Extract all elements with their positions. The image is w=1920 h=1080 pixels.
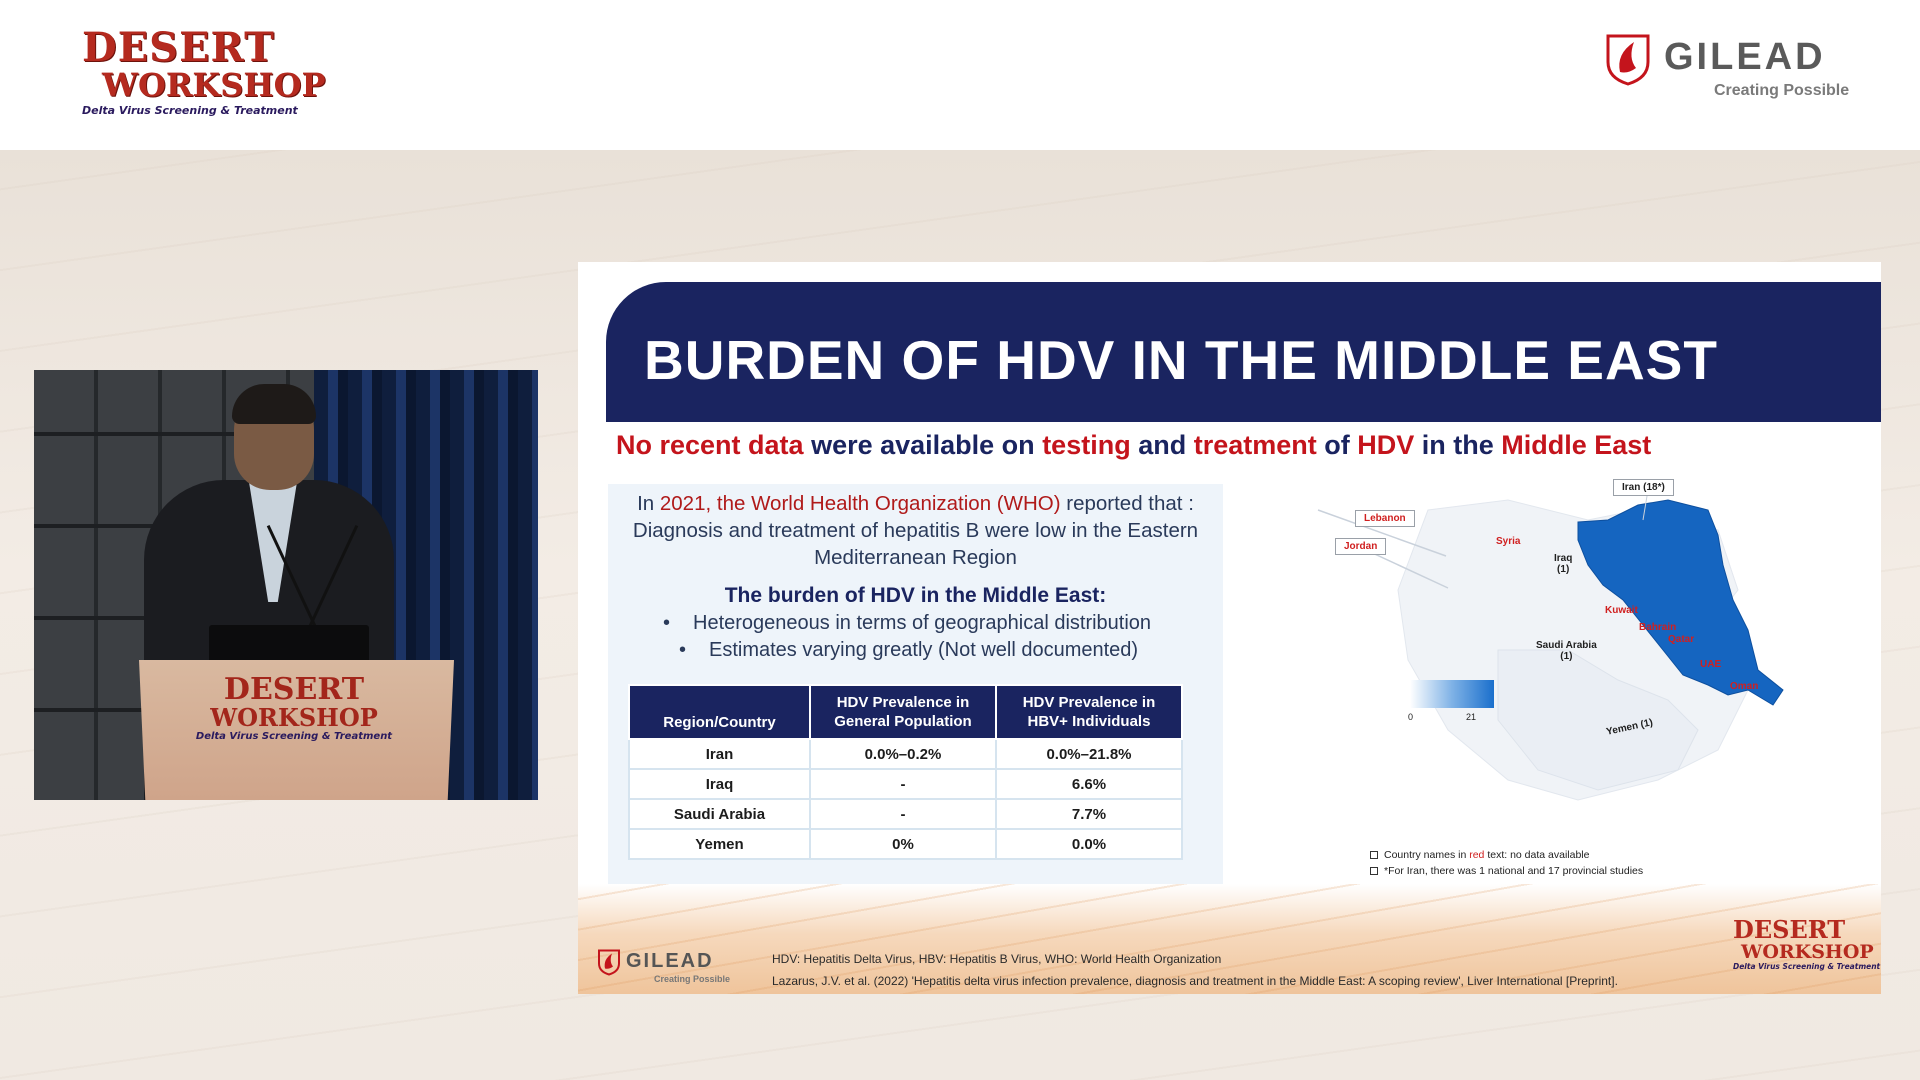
- map-shapes: [1317, 489, 1784, 801]
- map-notes: Country names in red text: no data avail…: [1370, 847, 1643, 879]
- table-row: Yemen 0% 0.0%: [628, 828, 1184, 860]
- slide-title-bar: BURDEN OF HDV IN THE MIDDLE EAST: [606, 282, 1881, 422]
- burden-point: Heterogeneous in terms of geographical d…: [663, 610, 1223, 637]
- table-cell: 0.0%–0.2%: [808, 738, 997, 770]
- gilead-shield-icon: [1606, 34, 1650, 86]
- table-cell: Iran: [628, 738, 811, 770]
- table-header-general: HDV Prevalence in General Population: [808, 684, 997, 740]
- footer-logo-tagline: Creating Possible: [654, 974, 731, 984]
- event-tagline: Delta Virus Screening & Treatment: [82, 104, 298, 117]
- table-cell: 7.7%: [994, 798, 1184, 830]
- table-cell: -: [808, 768, 997, 800]
- podium-logo-line2: WORKSHOP: [210, 703, 378, 732]
- middle-east-map: Iran (18*) Lebanon Jordan Syria Kuwait B…: [1278, 479, 1838, 880]
- table-cell: 0.0%: [994, 828, 1184, 860]
- podium-logo: DESERT WORKSHOP Delta Virus Screening & …: [184, 672, 404, 743]
- podium-tagline: Delta Virus Screening & Treatment: [195, 731, 393, 742]
- who-line1-pre: In: [637, 492, 660, 515]
- subtitle-part: HDV: [1357, 430, 1415, 460]
- gilead-shield-icon: [598, 949, 620, 976]
- slide-footer-event-logo: DESERT WORKSHOP Delta Virus Screening & …: [1733, 915, 1881, 972]
- table-row: Iran 0.0%–0.2% 0.0%–21.8%: [628, 738, 1184, 770]
- map-label-oman: Oman: [1730, 681, 1759, 692]
- checkbox-icon: [1370, 867, 1378, 875]
- map-label-bahrain: Bahrain: [1639, 622, 1677, 633]
- table-cell: Yemen: [628, 828, 811, 860]
- slide-footer-logo: GILEAD Creating Possible: [598, 948, 748, 988]
- map-label-iran: Iran (18*): [1613, 479, 1674, 496]
- table-header-hbv: HDV Prevalence in HBV+ Individuals: [994, 684, 1184, 740]
- map-label-syria: Syria: [1496, 536, 1521, 547]
- map-label-uae: UAE: [1700, 659, 1722, 670]
- slide-title: BURDEN OF HDV IN THE MIDDLE EAST: [644, 329, 1718, 391]
- who-org: , the World Health Organization (WHO): [705, 492, 1061, 515]
- table-row: Iraq - 6.6%: [628, 768, 1184, 800]
- subtitle-part: of: [1316, 430, 1358, 460]
- subtitle-part: testing: [1042, 430, 1131, 460]
- burden-list: Heterogeneous in terms of geographical d…: [663, 610, 1223, 664]
- who-line1-post: reported that :: [1060, 492, 1194, 515]
- subtitle-part: in the: [1414, 430, 1502, 460]
- table-cell: 0%: [808, 828, 997, 860]
- table-row: Saudi Arabia - 7.7%: [628, 798, 1184, 830]
- checkbox-icon: [1370, 851, 1378, 859]
- table-cell: 6.6%: [994, 768, 1184, 800]
- map-label-jordan: Jordan: [1335, 538, 1387, 555]
- map-label-qatar: Qatar: [1668, 634, 1695, 645]
- reference-abbreviations: HDV: Hepatitis Delta Virus, HBV: Hepatit…: [772, 952, 1222, 966]
- table-header-region: Region/Country: [628, 684, 811, 740]
- map-legend-min: 0: [1408, 712, 1414, 722]
- sponsor-name: GILEAD: [1664, 36, 1826, 78]
- table-cell: Saudi Arabia: [628, 798, 811, 830]
- map-label-saudi-arabia: Saudi Arabia (1): [1536, 640, 1597, 662]
- subtitle-part: treatment: [1193, 430, 1317, 460]
- presentation-slide: BURDEN OF HDV IN THE MIDDLE EAST No rece…: [578, 262, 1881, 994]
- map-label-lebanon: Lebanon: [1355, 510, 1415, 527]
- event-logo: DESERT WORKSHOP Delta Virus Screening & …: [82, 24, 326, 128]
- speaker-video: DESERT WORKSHOP Delta Virus Screening & …: [34, 370, 538, 800]
- subtitle-part: and: [1130, 430, 1194, 460]
- map-label-kuwait: Kuwait: [1605, 605, 1638, 616]
- laptop: [209, 625, 369, 665]
- who-statement: In 2021, the World Health Organization (…: [608, 484, 1223, 571]
- table-cell: 0.0%–21.8%: [994, 738, 1184, 770]
- who-line3: Mediterranean Region: [814, 546, 1017, 569]
- who-line2: Diagnosis and treatment of hepatitis B w…: [632, 519, 1199, 542]
- sponsor-logo: GILEAD Creating Possible: [1606, 30, 1866, 110]
- table-header-row: Region/Country HDV Prevalence in General …: [628, 684, 1184, 740]
- map-legend-max: 21: [1466, 712, 1477, 722]
- map-legend-gradient: [1410, 680, 1494, 708]
- reference-citation: Lazarus, J.V. et al. (2022) 'Hepatitis d…: [772, 974, 1618, 988]
- top-header-band: DESERT WORKSHOP Delta Virus Screening & …: [0, 0, 1920, 150]
- subtitle-part: No recent data: [616, 430, 804, 460]
- map-label-iraq: Iraq (1): [1554, 553, 1573, 575]
- speaker-hair: [232, 384, 316, 424]
- burden-point: Estimates varying greatly (Not well docu…: [679, 637, 1223, 664]
- podium-logo-line1: DESERT: [223, 672, 365, 707]
- event-logo-line2: WORKSHOP: [102, 66, 326, 104]
- who-year: 2021: [659, 492, 706, 515]
- podium: [139, 660, 454, 800]
- subtitle-part: Middle East: [1501, 430, 1652, 460]
- note-1: Country names in red text: no data avail…: [1370, 847, 1643, 863]
- table-cell: -: [808, 798, 997, 830]
- footer-logo-name: GILEAD: [626, 950, 714, 972]
- subtitle-part: were available on: [803, 430, 1043, 460]
- event-logo-line1: DESERT: [82, 24, 275, 71]
- slide-references: HDV: Hepatitis Delta Virus, HBV: Hepatit…: [772, 948, 1618, 992]
- burden-title: The burden of HDV in the Middle East:: [724, 584, 1107, 607]
- lebanon-leader: [1317, 509, 1447, 557]
- slide-sand-footer: [578, 884, 1881, 994]
- sponsor-tagline: Creating Possible: [1714, 82, 1850, 99]
- hdv-prevalence-table: Region/Country HDV Prevalence in General …: [628, 684, 1184, 860]
- table-cell: Iraq: [628, 768, 811, 800]
- slide-subtitle: No recent data were available on testing…: [616, 430, 1651, 461]
- note-2: *For Iran, there was 1 national and 17 p…: [1370, 863, 1643, 879]
